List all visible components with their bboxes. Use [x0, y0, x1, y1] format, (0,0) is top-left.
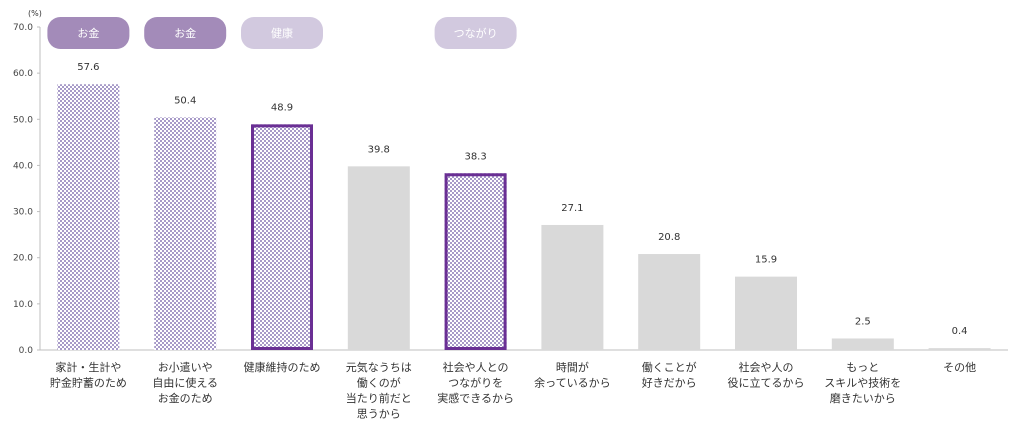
category-label-line: 余っているから — [534, 376, 610, 390]
value-label: 2.5 — [855, 316, 871, 327]
bar — [57, 84, 120, 351]
category-badge-label: つながり — [454, 26, 498, 40]
y-tick-label: 70.0 — [13, 23, 33, 33]
y-tick-label: 40.0 — [13, 161, 33, 171]
bar — [638, 254, 701, 350]
category-badge — [47, 17, 130, 49]
category-label-line: 健康維持のため — [244, 360, 321, 374]
category-label-line: 家計・生計や — [55, 360, 121, 374]
bar — [154, 117, 217, 350]
category-label: 健康維持のため — [244, 360, 321, 374]
category-badges: お金 お金 健康 つながり — [47, 17, 517, 49]
value-label: 0.4 — [952, 326, 968, 337]
category-label: 時間が余っているから — [534, 360, 610, 390]
category-badge — [434, 17, 517, 49]
category-label-line: スキルや技術を — [824, 377, 901, 390]
bar — [928, 348, 991, 350]
bar — [444, 173, 507, 350]
category-label-line: お小遣いや — [158, 360, 213, 374]
bar-highlight-outline — [251, 124, 313, 350]
bar — [541, 224, 604, 350]
category-label: 元気なうちは働くのが当たり前だと思うから — [346, 360, 412, 421]
category-label-line: 時間が — [556, 360, 589, 374]
value-label: 57.6 — [77, 62, 99, 73]
category-label: 社会や人とのつながりを実感できるから — [437, 360, 514, 405]
category-label-line: お金のため — [158, 391, 213, 405]
value-label: 48.9 — [271, 102, 293, 113]
y-tick-label: 60.0 — [13, 69, 33, 79]
category-label-line: 貯金貯蓄のため — [50, 376, 127, 390]
category-label-line: 働くことが — [642, 360, 697, 374]
bar — [735, 276, 797, 350]
y-tick-label: 30.0 — [13, 208, 33, 218]
value-label: 38.3 — [464, 151, 486, 162]
category-label-line: 社会や人との — [443, 360, 509, 374]
value-label: 39.8 — [368, 144, 390, 155]
bar — [251, 124, 313, 351]
bars: 57.6 家計・生計や貯金貯蓄のため 50.4 お小遣いや自由に使えるお金のため 48.… — [50, 62, 991, 421]
value-label: 15.9 — [755, 255, 777, 266]
category-label-line: 実感できるから — [437, 391, 514, 405]
category-label-line: つながりを — [448, 376, 503, 390]
category-badge — [144, 17, 227, 49]
category-badge-label: お金 — [77, 26, 99, 40]
bar — [831, 338, 894, 350]
category-label-line: 磨きたいから — [830, 392, 896, 405]
category-badge-label: お金 — [174, 26, 196, 40]
value-label: 27.1 — [561, 203, 583, 214]
y-unit-label: (%) — [28, 9, 42, 18]
y-tick-label: 20.0 — [13, 254, 33, 264]
y-tick-label: 10.0 — [13, 300, 33, 310]
value-label: 20.8 — [658, 232, 680, 243]
category-badge — [241, 17, 323, 49]
bar — [347, 166, 410, 350]
category-label-line: 思うから — [357, 408, 401, 421]
value-label: 50.4 — [174, 95, 196, 106]
category-label-line: その他 — [943, 361, 976, 374]
category-label-line: もっと — [846, 361, 879, 374]
bar-highlight-outline — [444, 173, 507, 350]
category-label-line: 役に立てるから — [728, 376, 805, 390]
category-label-line: 当たり前だと — [346, 391, 412, 405]
category-label-line: 元気なうちは — [346, 360, 412, 374]
category-label: お小遣いや自由に使えるお金のため — [152, 360, 218, 405]
category-label-line: 自由に使える — [152, 376, 218, 390]
category-label-line: 働くのが — [357, 376, 401, 390]
category-label-line: 好きだから — [642, 376, 697, 390]
y-tick-label: 50.0 — [13, 115, 33, 125]
category-label: もっとスキルや技術を磨きたいから — [824, 361, 901, 405]
category-badge-label: 健康 — [271, 26, 293, 40]
y-tick-label: 0.0 — [19, 346, 34, 356]
category-label: 働くことが好きだから — [642, 360, 697, 390]
category-label: その他 — [943, 361, 976, 374]
category-label: 家計・生計や貯金貯蓄のため — [50, 360, 127, 390]
category-label-line: 社会や人の — [739, 360, 794, 374]
category-label: 社会や人の役に立てるから — [728, 360, 805, 390]
